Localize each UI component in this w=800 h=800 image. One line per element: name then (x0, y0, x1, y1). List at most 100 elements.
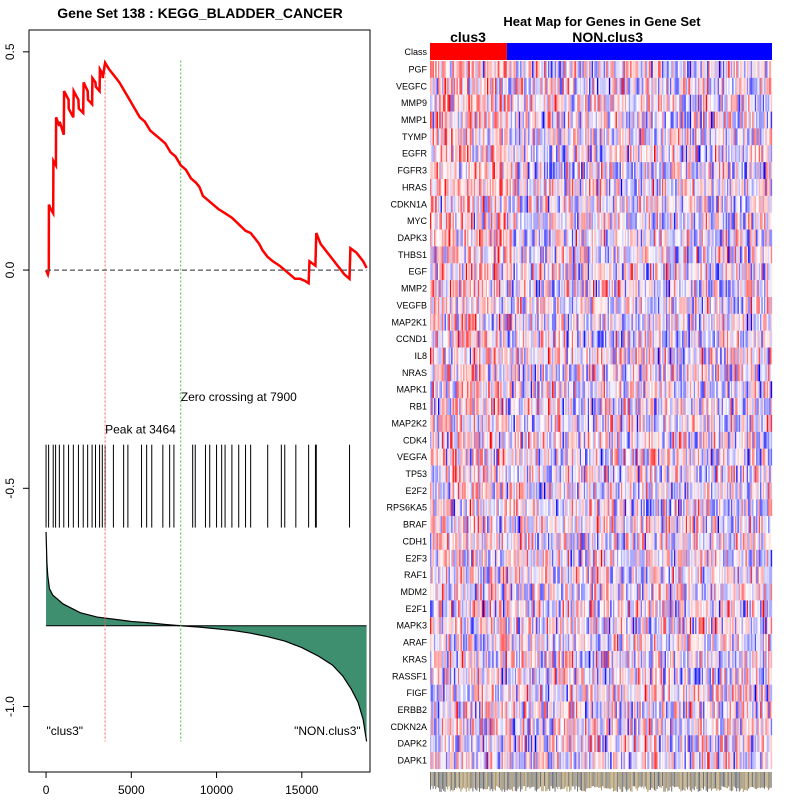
heatmap-cell (708, 77, 710, 95)
heatmap-cell (566, 313, 569, 331)
heatmap-cell (651, 145, 653, 163)
heatmap-cell (602, 347, 604, 365)
heatmap-cell (480, 61, 482, 78)
heatmap-cell (522, 162, 525, 180)
heatmap-cell (655, 61, 657, 78)
heatmap-cell (563, 297, 566, 314)
heatmap-cell (661, 263, 664, 281)
heatmap-cell (746, 280, 749, 298)
heatmap-cell (505, 229, 508, 247)
heatmap-cell (598, 330, 600, 348)
heatmap-cell (760, 195, 762, 213)
heatmap-cell (626, 330, 628, 348)
heatmap-cell (570, 179, 572, 196)
heatmap-cell (467, 297, 469, 314)
heatmap-cell (720, 246, 722, 264)
heatmap-cell (672, 229, 675, 247)
heatmap-cell (764, 162, 766, 180)
heatmap-cell (725, 128, 728, 146)
heatmap-cell (679, 330, 681, 348)
heatmap-cell (569, 128, 571, 146)
heatmap-cell (590, 128, 592, 146)
heatmap-cell (431, 229, 433, 247)
heatmap-cell (619, 280, 622, 298)
heatmap-cell (758, 347, 761, 365)
heatmap-cell (620, 162, 623, 180)
heatmap-cell (498, 347, 501, 365)
heatmap-cell (443, 128, 445, 146)
heatmap-cell (593, 364, 595, 382)
heatmap-cell (565, 145, 567, 163)
heatmap-cell (627, 212, 629, 230)
heatmap-cell (721, 111, 724, 129)
heatmap-cell (595, 77, 598, 95)
heatmap-cell (683, 111, 685, 129)
heatmap-cell (622, 212, 624, 230)
heatmap-cell (760, 313, 762, 331)
heatmap-cell (615, 313, 618, 331)
heatmap-cell (435, 364, 437, 382)
heatmap-cell (715, 347, 717, 365)
heatmap-cell (701, 162, 704, 180)
heatmap-cell (587, 229, 590, 247)
heatmap-cell (493, 246, 496, 264)
heatmap-cell (541, 61, 543, 78)
heatmap-cell (456, 229, 458, 247)
heatmap-cell (514, 280, 517, 298)
heatmap-cell (720, 195, 722, 213)
heatmap-cell (712, 77, 714, 95)
heatmap-cell (748, 364, 750, 382)
heatmap-cell (689, 77, 692, 95)
heatmap-cell (729, 111, 732, 129)
heatmap-cell (730, 263, 733, 281)
heatmap-cell (439, 212, 441, 230)
heatmap-cell (736, 280, 738, 298)
heatmap-cell (768, 179, 770, 196)
heatmap-cell (679, 128, 681, 146)
heatmap-cell (679, 179, 681, 196)
heatmap-cell (615, 297, 618, 314)
heatmap-cell (746, 330, 749, 348)
heatmap-cell (768, 229, 770, 247)
heatmap-cell (648, 212, 651, 230)
heatmap-cell (453, 313, 456, 331)
heatmap-cell (530, 128, 533, 146)
heatmap-cell (712, 229, 714, 247)
heatmap-cell (562, 297, 565, 314)
heatmap-cell (540, 77, 542, 95)
heatmap-cell (595, 280, 598, 298)
heatmap-cell (673, 364, 676, 382)
heatmap-cell (688, 313, 690, 331)
heatmap-cell (680, 94, 683, 112)
heatmap-cell (672, 77, 675, 95)
heatmap-cell (620, 212, 623, 230)
heatmap-cell (557, 347, 559, 365)
heatmap-cell (650, 212, 652, 230)
heatmap-cell (712, 297, 714, 314)
heatmap-cell (660, 195, 663, 213)
heatmap-cell (480, 313, 482, 331)
heatmap-cell (476, 145, 478, 163)
heatmap-cell (748, 280, 750, 298)
heatmap-cell (733, 145, 736, 163)
heatmap-cell (502, 61, 505, 78)
heatmap-cell (754, 263, 757, 281)
heatmap-cell (456, 297, 458, 314)
heatmap-cell (688, 212, 690, 230)
heatmap-cell (465, 128, 468, 146)
heatmap-cell (745, 128, 747, 146)
heatmap-cell (517, 128, 519, 146)
heatmap-cell (604, 77, 607, 95)
heatmap-cell (542, 94, 545, 112)
heatmap-cell (726, 195, 729, 213)
heatmap-cell (752, 212, 754, 230)
heatmap-cell (672, 263, 675, 281)
heatmap-cell (555, 162, 558, 180)
heatmap-cell (630, 179, 632, 196)
heatmap-cell (707, 94, 709, 112)
heatmap-cell (436, 347, 439, 365)
heatmap-cell (689, 313, 692, 331)
heatmap-cell (608, 162, 611, 180)
heatmap-cell (756, 263, 758, 281)
heatmap-cell (732, 297, 734, 314)
